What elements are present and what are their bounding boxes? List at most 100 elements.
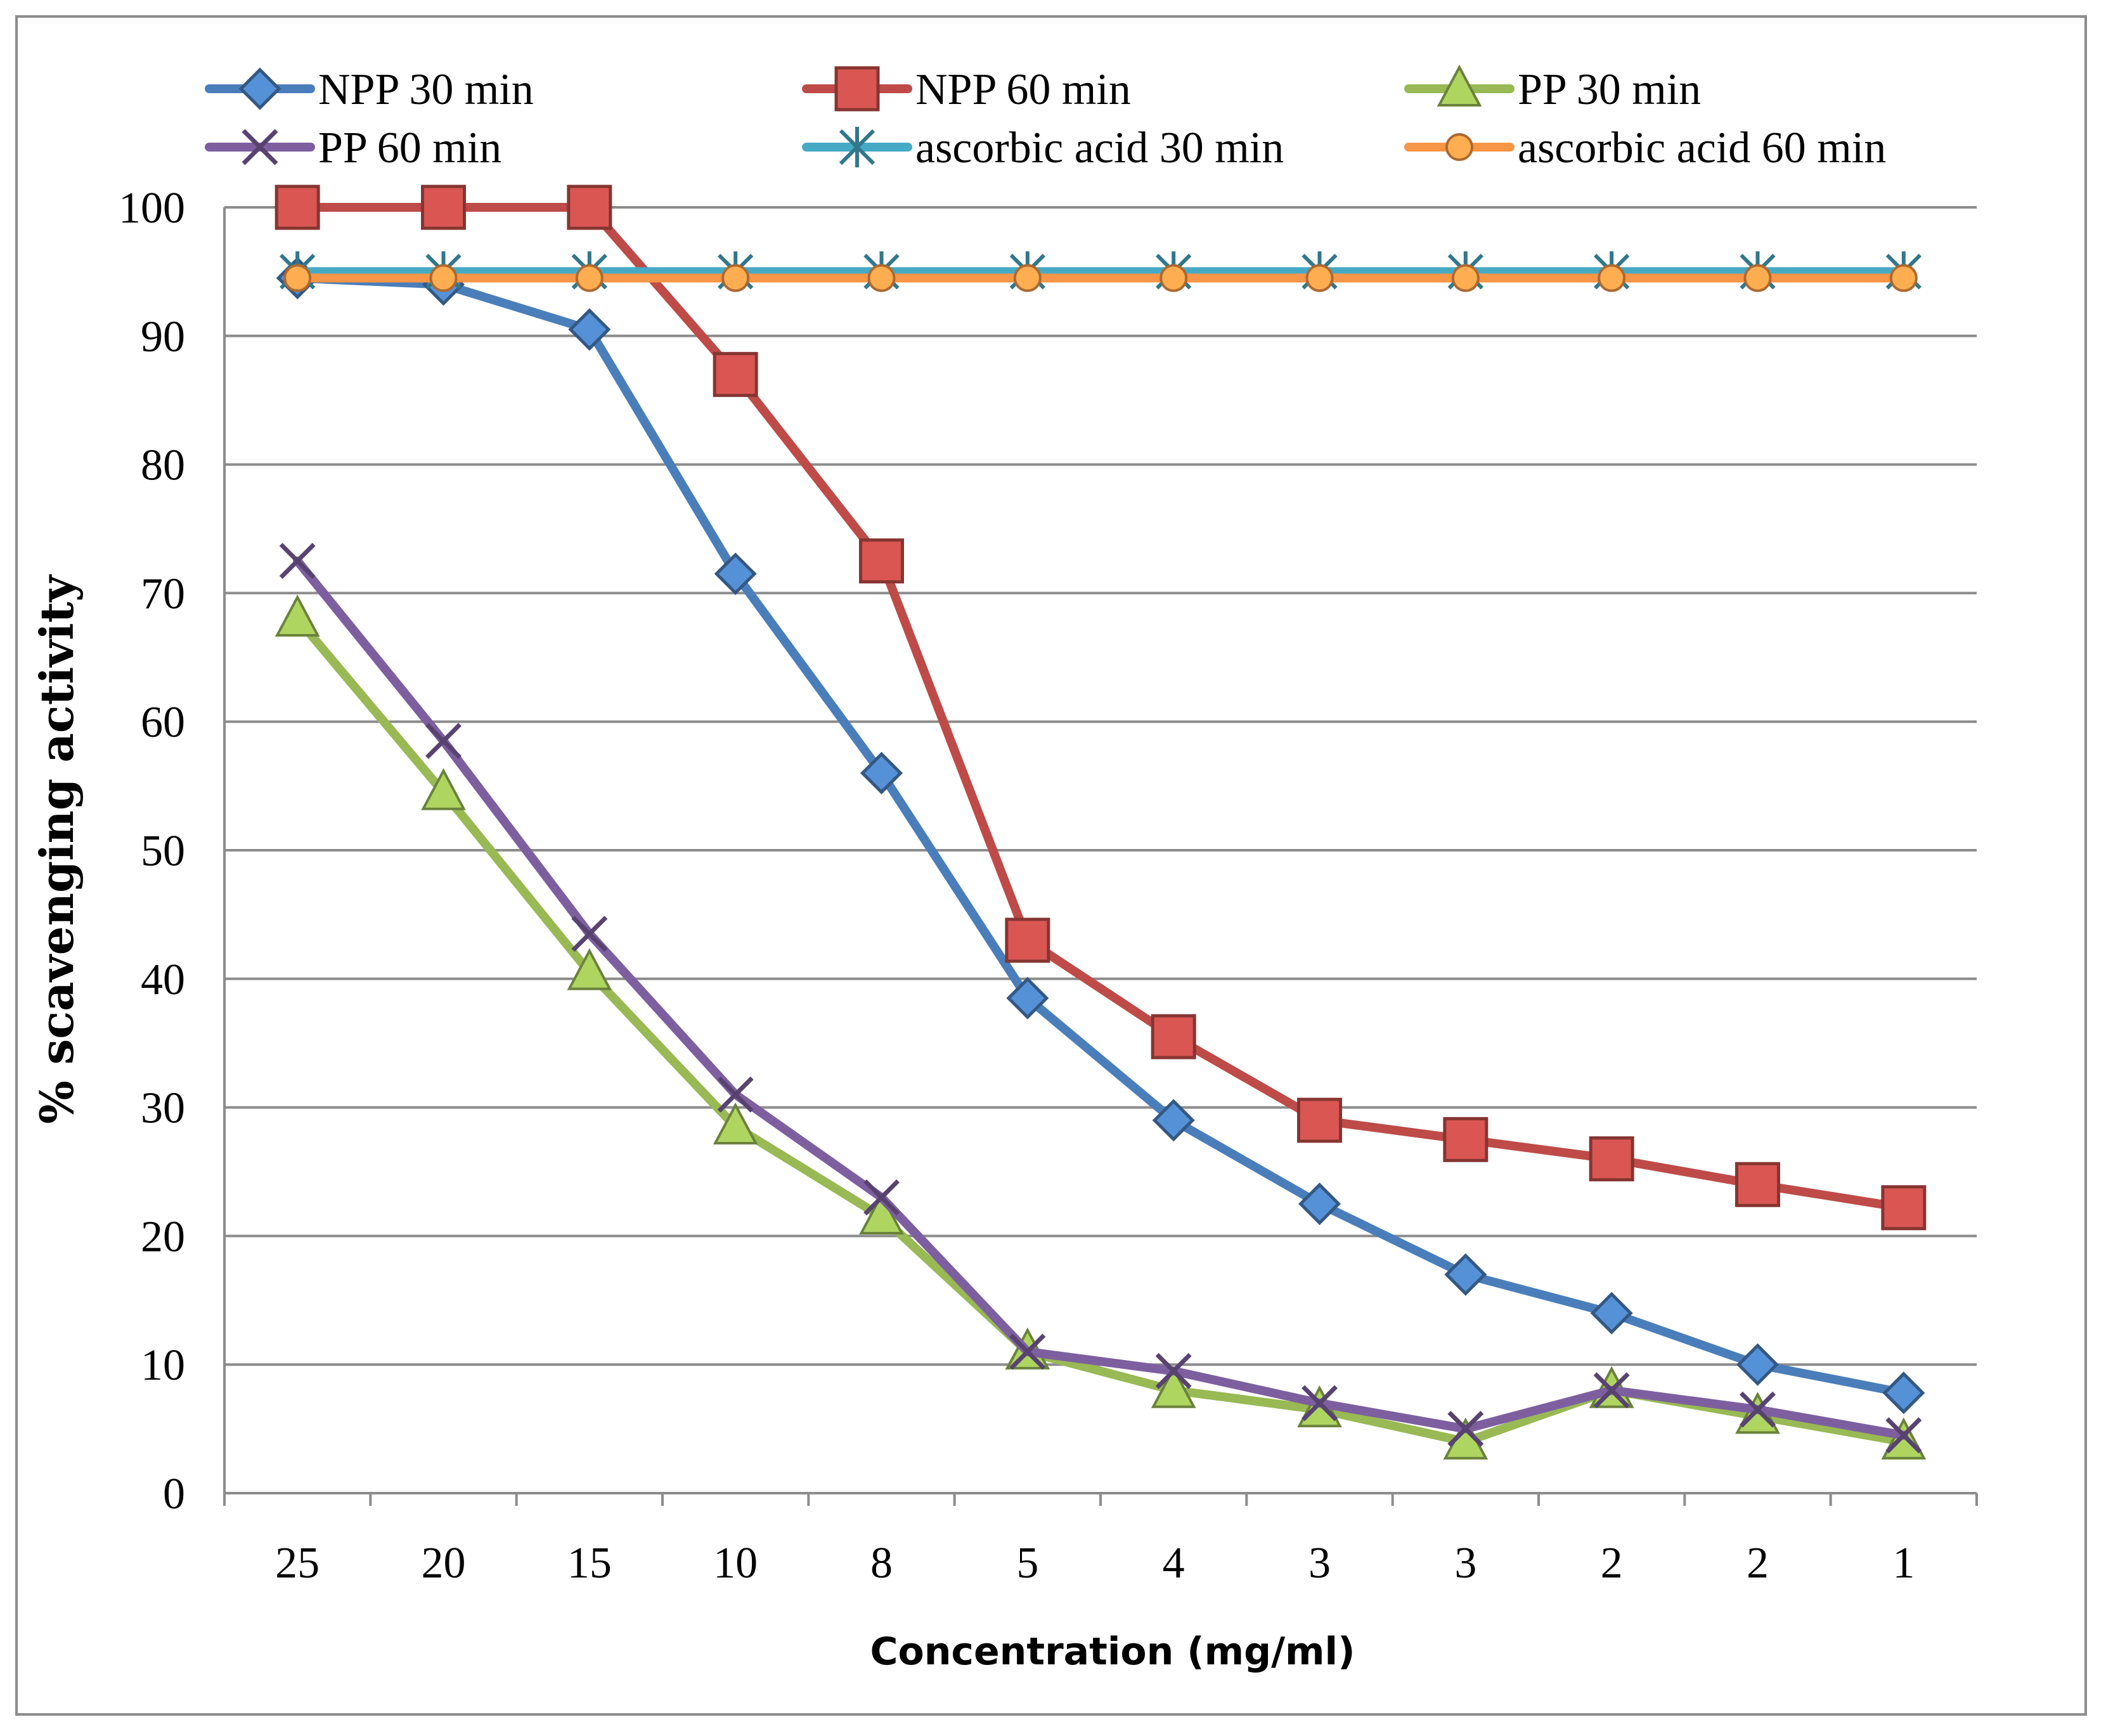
data-point	[1881, 1185, 1927, 1231]
y-tick-label: 10	[141, 1341, 185, 1390]
legend-label: ascorbic acid 60 min	[1518, 124, 1886, 172]
data-point	[1743, 264, 1772, 292]
data-point	[567, 185, 612, 230]
legend-item: NPP 60 min	[802, 65, 1131, 114]
legend-label: PP 60 min	[318, 124, 501, 172]
data-point	[567, 948, 612, 990]
data-point	[1160, 264, 1188, 292]
data-point	[238, 67, 281, 110]
data-point	[1444, 1253, 1487, 1296]
data-point	[568, 308, 611, 351]
x-tick-label: 5	[1016, 1539, 1038, 1588]
data-point	[242, 129, 278, 165]
data-point	[1447, 1411, 1484, 1448]
series-lines	[275, 185, 1927, 1460]
data-point	[1593, 1372, 1630, 1409]
data-point	[863, 1179, 900, 1216]
data-point	[1885, 1417, 1922, 1454]
data-point	[721, 264, 750, 292]
data-point	[1155, 1352, 1192, 1389]
x-tick-label: 20	[422, 1539, 466, 1588]
data-point	[275, 594, 320, 637]
data-point	[714, 552, 757, 595]
y-tick-label: 30	[141, 1084, 185, 1133]
data-point	[1445, 133, 1473, 161]
series-line	[293, 556, 1908, 1440]
data-point	[1735, 1162, 1780, 1207]
data-point	[1443, 1117, 1489, 1162]
data-point	[1740, 1391, 1776, 1428]
legend-item: ascorbic acid 30 min	[802, 124, 1284, 172]
data-point	[1889, 264, 1918, 292]
series-line	[293, 203, 1908, 1212]
y-tick-label: 60	[141, 698, 185, 747]
data-point	[283, 264, 312, 292]
x-axis-label: Concentration (mg/ml)	[870, 1629, 1355, 1674]
y-tick-label: 0	[163, 1470, 185, 1519]
series-line	[293, 614, 1908, 1446]
y-tick-label: 20	[141, 1212, 185, 1261]
legend-item: NPP 30 min	[205, 65, 534, 114]
data-point	[1437, 64, 1482, 107]
data-point	[421, 185, 466, 230]
data-point	[834, 66, 880, 112]
data-point	[425, 723, 462, 760]
data-point	[1152, 1099, 1195, 1142]
data-point	[1451, 264, 1480, 292]
x-tick-label: 4	[1163, 1539, 1185, 1588]
legend-item: PP 60 min	[205, 124, 501, 172]
data-point	[1005, 917, 1050, 963]
data-point	[1151, 1366, 1196, 1408]
x-tick-label: 2	[1747, 1539, 1769, 1588]
legend-label: NPP 60 min	[915, 65, 1131, 114]
data-point	[279, 543, 316, 580]
y-tick-label: 70	[141, 569, 185, 618]
y-tick-label: 40	[141, 955, 185, 1004]
x-tick-label: 15	[567, 1539, 612, 1588]
series-npp-30-min	[276, 257, 1925, 1415]
data-point	[1297, 1098, 1342, 1143]
data-point	[571, 916, 608, 952]
series-npp-60-min	[275, 185, 1927, 1231]
x-tick-label: 10	[713, 1539, 758, 1588]
data-point	[1598, 264, 1626, 292]
y-axis-label: % scavenging activity	[30, 574, 84, 1124]
x-tick-label: 3	[1308, 1539, 1331, 1588]
y-tick-label: 100	[119, 184, 185, 233]
data-point	[1736, 1343, 1780, 1386]
data-point	[1006, 976, 1049, 1020]
x-tick-label: 8	[870, 1539, 893, 1588]
series-ascorbic-acid-60-min	[283, 264, 1918, 292]
axes: 0 10 20 30 40 50 60 70 80 90 100 25 20 15 10 8 5 4 3 3 2 2 1	[119, 184, 1978, 1588]
data-point	[1302, 1385, 1338, 1422]
y-tick-label: 80	[141, 441, 185, 490]
y-tick-label: 50	[141, 827, 185, 876]
data-point	[859, 538, 904, 584]
data-point	[429, 264, 458, 292]
legend-item: PP 30 min	[1404, 64, 1701, 114]
data-point	[1589, 1136, 1634, 1182]
x-tick-label: 25	[275, 1539, 320, 1588]
data-point	[1013, 264, 1042, 292]
data-point	[1298, 1182, 1341, 1226]
data-point	[713, 1102, 758, 1145]
data-point	[717, 1076, 754, 1113]
data-point	[713, 352, 758, 398]
gridlines	[224, 206, 1977, 1366]
series-pp-60-min	[279, 543, 1922, 1454]
data-point	[839, 127, 875, 167]
series-pp-30-min	[275, 594, 1927, 1460]
legend-item: ascorbic acid 60 min	[1404, 124, 1886, 172]
data-point	[1151, 1014, 1196, 1059]
data-point	[1305, 264, 1334, 292]
x-tick-label: 3	[1454, 1539, 1476, 1588]
legend-label: PP 30 min	[1518, 65, 1701, 114]
series-line	[293, 273, 1908, 1397]
legend-label: ascorbic acid 30 min	[915, 124, 1284, 172]
data-point	[275, 185, 320, 230]
data-point	[1009, 1333, 1046, 1370]
data-point	[867, 264, 896, 292]
data-point	[1590, 1292, 1633, 1335]
legend: NPP 30 min NPP 60 min PP 30 min PP 60 min as…	[205, 64, 1886, 172]
